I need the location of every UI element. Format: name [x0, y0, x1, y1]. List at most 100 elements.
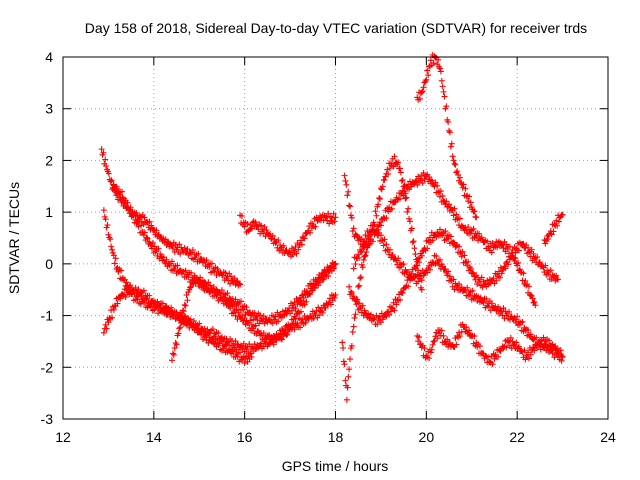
data-point: [510, 342, 517, 349]
data-point: [332, 214, 339, 221]
data-point: [456, 174, 463, 181]
data-point: [463, 324, 470, 331]
data-point: [319, 309, 326, 316]
data-point: [386, 311, 393, 318]
data-point: [270, 341, 277, 348]
data-point: [291, 326, 298, 333]
data-point: [263, 336, 270, 343]
data-point: [339, 339, 346, 346]
data-point: [232, 296, 239, 303]
data-point: [331, 294, 338, 301]
data-point: [533, 334, 540, 341]
data-point: [419, 180, 426, 187]
data-point: [344, 192, 351, 199]
data-point: [347, 288, 354, 295]
data-point: [241, 360, 248, 367]
data-point: [559, 211, 566, 218]
data-point: [393, 301, 400, 308]
data-point: [202, 280, 209, 287]
data-point: [359, 302, 366, 309]
data-point: [436, 256, 443, 263]
data-point: [522, 277, 529, 284]
data-point: [367, 311, 374, 318]
data-point: [468, 204, 475, 211]
data-point: [248, 312, 255, 319]
data-point: [209, 326, 216, 333]
data-point: [559, 353, 566, 360]
data-point: [365, 310, 372, 317]
data-point: [503, 344, 510, 351]
data-point: [169, 245, 176, 252]
data-point: [456, 281, 463, 288]
data-point: [443, 103, 450, 110]
data-point: [182, 267, 189, 274]
data-point: [550, 273, 557, 280]
data-point: [557, 347, 564, 354]
data-point: [473, 214, 480, 221]
data-point: [377, 232, 384, 239]
data-point: [399, 187, 406, 194]
data-point: [375, 201, 382, 208]
data-point: [359, 264, 366, 271]
data-point: [453, 242, 460, 249]
x-tick-label: 22: [509, 429, 525, 445]
data-point: [451, 160, 458, 167]
data-point: [350, 293, 357, 300]
data-point: [427, 349, 434, 356]
data-point: [252, 219, 259, 226]
data-point: [110, 306, 117, 313]
data-point: [447, 233, 454, 240]
data-point: [396, 296, 403, 303]
data-point: [404, 208, 411, 215]
data-point: [103, 325, 110, 332]
data-point: [440, 88, 447, 95]
data-point: [467, 199, 474, 206]
data-point: [143, 295, 150, 302]
data-point: [498, 270, 505, 277]
data-point: [471, 333, 478, 340]
data-point: [409, 239, 416, 246]
data-point: [231, 275, 238, 282]
data-point: [539, 344, 546, 351]
data-point: [515, 343, 522, 350]
data-point: [362, 232, 369, 239]
data-point: [542, 240, 549, 247]
data-point: [391, 307, 398, 314]
data-point: [102, 156, 109, 163]
data-point: [102, 321, 109, 328]
data-point: [346, 283, 353, 290]
x-tick-labels: 12 14 16 18 20 22 24: [55, 429, 616, 445]
data-point: [129, 212, 136, 219]
data-point: [398, 177, 405, 184]
data-point: [543, 341, 550, 348]
data-point: [499, 242, 506, 249]
data-point: [412, 251, 419, 258]
data-point: [438, 77, 445, 84]
data-point: [238, 212, 245, 219]
data-point: [216, 289, 223, 296]
data-point: [439, 231, 446, 238]
data-point: [107, 236, 114, 243]
data-point: [379, 183, 386, 190]
y-tick-label: 2: [45, 152, 53, 168]
data-point: [374, 321, 381, 328]
data-point: [132, 213, 139, 220]
data-point: [431, 337, 438, 344]
y-tick-label: 4: [45, 49, 53, 65]
data-point: [229, 295, 236, 302]
data-point: [520, 240, 527, 247]
data-point: [303, 298, 310, 305]
y-tick-label: 0: [45, 256, 53, 272]
data-point: [436, 65, 443, 72]
data-point: [210, 285, 217, 292]
data-point: [183, 292, 190, 299]
data-point: [446, 273, 453, 280]
data-point: [545, 337, 552, 344]
series-pass-11: [414, 51, 480, 221]
data-point: [237, 349, 244, 356]
data-point: [123, 279, 130, 286]
data-point: [319, 270, 326, 277]
series-pass-8: [341, 172, 566, 363]
data-point: [177, 324, 184, 331]
data-point: [542, 262, 549, 269]
